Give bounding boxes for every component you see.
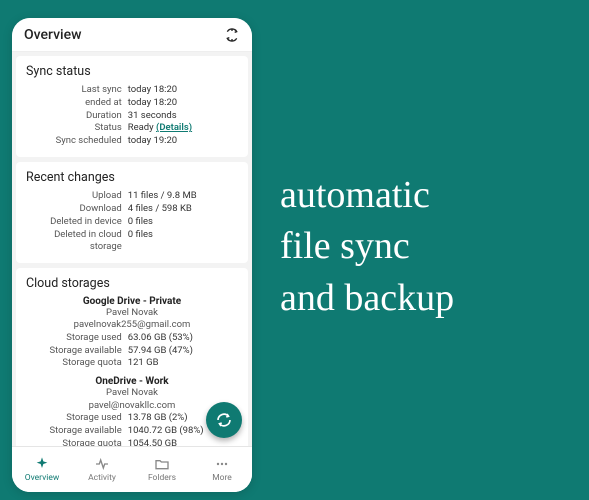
recent-label: Download (26, 203, 128, 216)
sync-status-card: Sync status Last synctoday 18:20 ended a… (16, 56, 248, 157)
sync-label: Last sync (26, 84, 128, 97)
sync-value: today 18:20 (128, 97, 238, 110)
phone-frame: Overview Sync status Last synctoday 18:2… (12, 18, 252, 492)
recent-changes-card: Recent changes Upload11 files / 9.8 MB D… (16, 162, 248, 263)
more-icon (214, 456, 230, 472)
sync-row: Sync scheduledtoday 19:20 (26, 135, 238, 148)
sync-icon[interactable] (224, 27, 240, 43)
sync-fab[interactable] (206, 402, 242, 438)
nav-more[interactable]: More (192, 447, 252, 492)
storage-name: OneDrive - Work (26, 376, 238, 387)
storage-user: Pavel Novak (26, 307, 238, 319)
cloud-storages-title: Cloud storages (26, 276, 238, 291)
nav-activity[interactable]: Activity (72, 447, 132, 492)
page-title: Overview (24, 27, 81, 43)
storage-label: Storage quota (26, 357, 128, 370)
storage-value: 57.94 GB (47%) (128, 345, 238, 358)
storage-email: pavelnovak255@gmail.com (26, 319, 238, 331)
sync-value: 31 seconds (128, 110, 238, 123)
recent-value: 11 files / 9.8 MB (128, 190, 238, 203)
recent-changes-title: Recent changes (26, 170, 238, 185)
recent-row: Deleted in device0 files (26, 216, 238, 229)
recent-row: Download4 files / 598 KB (26, 203, 238, 216)
activity-icon (94, 456, 110, 472)
storage-label: Storage used (26, 332, 128, 345)
storage-user: Pavel Novak (26, 387, 238, 399)
nav-label: More (212, 473, 232, 483)
storage-name: Google Drive - Private (26, 296, 238, 307)
storage-value: 63.06 GB (53%) (128, 332, 238, 345)
sync-value: Ready (Details) (128, 122, 238, 135)
storage-row: Storage quota121 GB (26, 357, 238, 370)
recent-value: 0 files (128, 216, 238, 229)
promo-line: automatic (280, 170, 454, 221)
sync-label: Duration (26, 110, 128, 123)
sync-value: today 18:20 (128, 84, 238, 97)
storage-value: 121 GB (128, 357, 238, 370)
recent-label: Upload (26, 190, 128, 203)
sync-label: ended at (26, 97, 128, 110)
app-header: Overview (12, 18, 252, 52)
recent-row: Deleted in cloud storage0 files (26, 229, 238, 255)
storage-email: pavel@novakllc.com (26, 400, 238, 412)
recent-row: Upload11 files / 9.8 MB (26, 190, 238, 203)
sparkle-icon (34, 456, 50, 472)
bottom-nav: Overview Activity Folders More (12, 446, 252, 492)
storage-row: Storage available57.94 GB (47%) (26, 345, 238, 358)
promo-text: automatic file sync and backup (280, 170, 454, 324)
recent-value: 0 files (128, 229, 238, 242)
sync-row: Duration31 seconds (26, 110, 238, 123)
nav-label: Folders (148, 473, 176, 483)
status-text: Ready (128, 122, 154, 133)
storage-label: Storage available (26, 425, 128, 438)
storage-row: Storage used63.06 GB (53%) (26, 332, 238, 345)
recent-label: Deleted in cloud storage (26, 229, 128, 255)
nav-label: Overview (25, 473, 59, 483)
sync-row: Status Ready (Details) (26, 122, 238, 135)
recent-label: Deleted in device (26, 216, 128, 229)
details-link[interactable]: (Details) (156, 122, 192, 133)
recent-value: 4 files / 598 KB (128, 203, 238, 216)
sync-label: Status (26, 122, 128, 135)
sync-row: ended attoday 18:20 (26, 97, 238, 110)
sync-label: Sync scheduled (26, 135, 128, 148)
promo-line: and backup (280, 273, 454, 324)
folders-icon (154, 456, 170, 472)
nav-overview[interactable]: Overview (12, 447, 72, 492)
promo-line: file sync (280, 221, 454, 272)
storage-account: Google Drive - Private Pavel Novak pavel… (26, 296, 238, 370)
sync-value: today 19:20 (128, 135, 238, 148)
storage-label: Storage available (26, 345, 128, 358)
sync-row: Last synctoday 18:20 (26, 84, 238, 97)
storage-row: Storage available1040.72 GB (98%) (26, 425, 238, 438)
nav-label: Activity (88, 473, 116, 483)
sync-status-title: Sync status (26, 64, 238, 79)
storage-label: Storage used (26, 412, 128, 425)
nav-folders[interactable]: Folders (132, 447, 192, 492)
